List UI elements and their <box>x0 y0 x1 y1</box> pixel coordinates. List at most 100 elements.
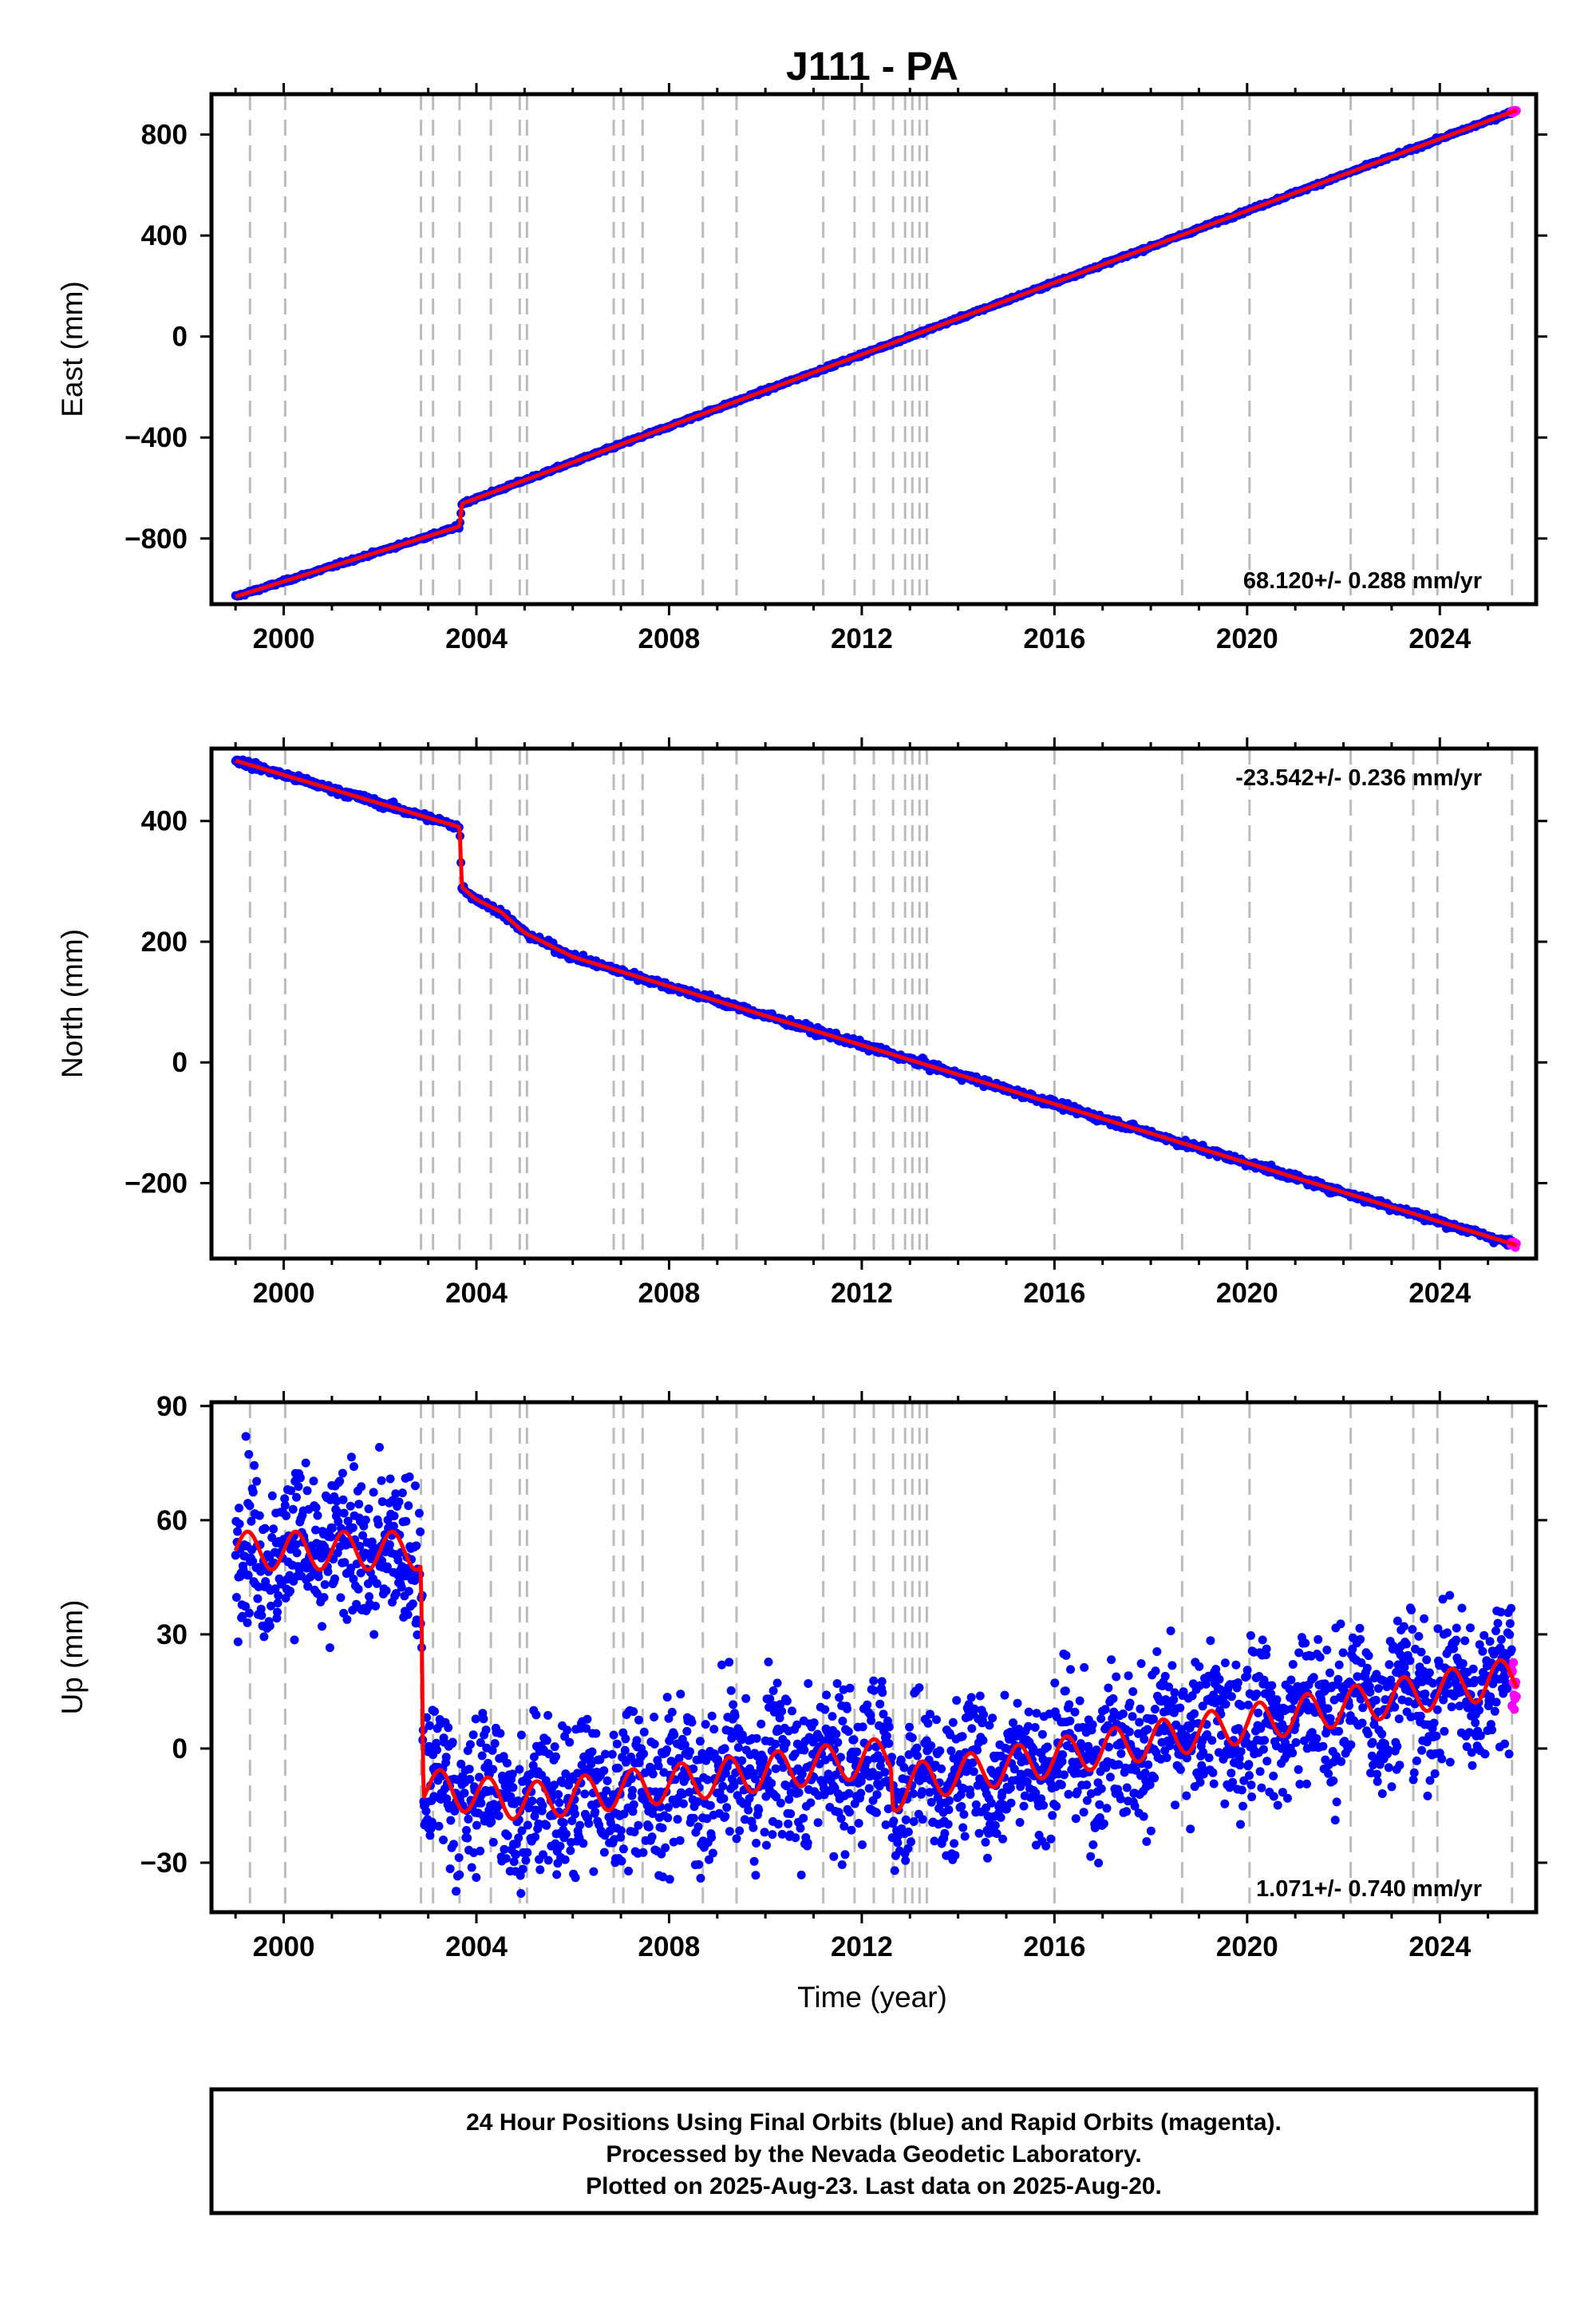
up-observation-point <box>612 1739 622 1749</box>
up-observation-point <box>543 1856 553 1865</box>
up-observation-point <box>858 1840 867 1849</box>
up-observation-point <box>361 1516 370 1525</box>
up-observation-point <box>488 1765 498 1774</box>
up-observation-point <box>629 1800 638 1809</box>
up-observation-point <box>521 1856 531 1865</box>
up-observation-point <box>516 1889 526 1898</box>
up-observation-point <box>405 1472 414 1481</box>
up-observation-point <box>820 1705 830 1714</box>
up-observation-point <box>465 1740 475 1749</box>
up-observation-point <box>796 1870 806 1879</box>
up-observation-point <box>707 1711 717 1721</box>
up-observation-point <box>1167 1661 1177 1670</box>
up-observation-point <box>1112 1672 1121 1682</box>
up-observation-point <box>412 1541 421 1551</box>
up-observation-point <box>638 1848 648 1857</box>
up-observation-point <box>245 1501 255 1511</box>
up-observation-point <box>663 1813 673 1823</box>
north-frame <box>209 746 1539 1261</box>
up-observation-point <box>726 1686 736 1695</box>
up-observation-point <box>1143 1725 1152 1734</box>
up-observation-point <box>833 1737 843 1747</box>
up-observation-point <box>679 1799 688 1808</box>
up-observation-point <box>335 1476 345 1486</box>
up-observation-point <box>416 1527 425 1536</box>
up-observation-point <box>720 1744 729 1753</box>
up-observation-point <box>979 1709 989 1719</box>
up-observation-point <box>555 1841 565 1851</box>
up-observation-point <box>988 1713 998 1723</box>
up-observation-point <box>764 1658 773 1666</box>
up-observation-point <box>476 1798 486 1808</box>
up-observation-point <box>441 1753 451 1762</box>
up-observation-point <box>364 1504 373 1514</box>
up-observation-point <box>433 1745 441 1755</box>
up-observation-point <box>326 1532 336 1542</box>
up-observation-point <box>901 1815 911 1824</box>
up-observation-point <box>445 1864 455 1874</box>
east-x-tick-label: 2016 <box>1023 623 1085 654</box>
up-observation-point <box>1102 1804 1112 1813</box>
up-observation-point <box>460 1788 469 1798</box>
up-observation-point <box>665 1875 674 1884</box>
up-observation-point <box>454 1853 464 1863</box>
up-observation-point <box>294 1482 303 1492</box>
up-observation-point <box>373 1520 383 1529</box>
up-observation-point <box>901 1856 911 1865</box>
up-observation-point <box>768 1830 777 1840</box>
up-observation-point <box>695 1737 705 1746</box>
up-observation-point <box>583 1714 592 1724</box>
up-observation-point <box>863 1700 872 1709</box>
up-observation-point <box>752 1733 761 1743</box>
up-observation-point <box>527 1796 537 1806</box>
up-observation-point <box>1043 1742 1053 1752</box>
north-y-tick-label: 200 <box>141 927 188 958</box>
up-observation-point <box>782 1696 792 1705</box>
up-observation-point <box>852 1747 862 1757</box>
up-observation-point <box>896 1755 906 1765</box>
up-observation-point <box>311 1503 321 1512</box>
up-observation-point <box>707 1832 717 1842</box>
up-observation-point <box>675 1836 685 1845</box>
up-observation-point <box>918 1787 927 1796</box>
up-observation-point <box>880 1768 890 1777</box>
up-observation-point <box>1105 1773 1115 1782</box>
up-observation-point <box>385 1539 394 1549</box>
up-observation-point <box>342 1614 352 1624</box>
up-observation-point <box>614 1763 623 1773</box>
north-x-tick-label: 2012 <box>831 1278 893 1309</box>
up-observation-point <box>708 1848 717 1858</box>
up-observation-point <box>1013 1698 1022 1708</box>
up-observation-point <box>869 1676 879 1686</box>
up-observation-point <box>1108 1694 1118 1703</box>
east-y-tick-label: −800 <box>124 524 188 555</box>
up-observation-point <box>1094 1858 1104 1867</box>
up-observation-point <box>858 1722 867 1732</box>
up-observation-point <box>1107 1655 1116 1665</box>
up-observation-point <box>620 1745 630 1755</box>
up-observation-point <box>1150 1773 1159 1783</box>
up-observation-point <box>721 1812 730 1821</box>
up-observation-point <box>786 1809 796 1819</box>
up-observation-point <box>273 1607 282 1617</box>
east-y-tick-label: 400 <box>141 220 188 251</box>
up-observation-point <box>840 1850 850 1860</box>
up-observation-point <box>1099 1819 1108 1828</box>
up-observation-point <box>806 1798 816 1808</box>
up-observation-point <box>371 1602 381 1611</box>
up-observation-point <box>1124 1671 1133 1681</box>
up-observation-point <box>1136 1704 1145 1713</box>
up-observation-point <box>369 1630 379 1639</box>
up-observation-point <box>282 1511 291 1520</box>
up-observation-point <box>346 1501 355 1511</box>
up-observation-point <box>1039 1800 1049 1810</box>
up-observation-point <box>552 1870 562 1879</box>
up-observation-point <box>935 1746 945 1756</box>
up-observation-point <box>732 1834 741 1844</box>
up-observation-point <box>952 1696 962 1705</box>
up-observation-point <box>882 1731 891 1741</box>
up-observation-point <box>330 1574 339 1583</box>
up-observation-point <box>634 1715 643 1725</box>
up-observation-point <box>803 1838 812 1848</box>
